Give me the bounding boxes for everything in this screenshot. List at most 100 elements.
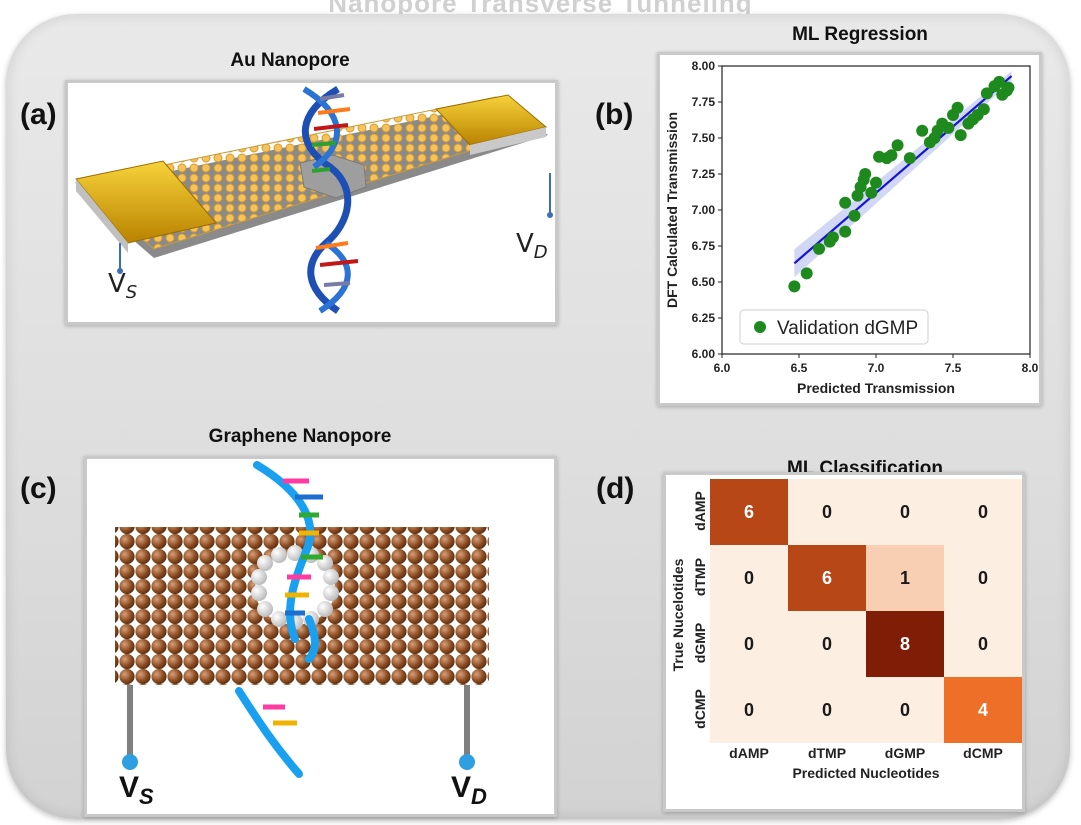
vs-label: VS — [119, 771, 154, 809]
left-electrode-side — [76, 179, 128, 253]
y-tick-label: 6.00 — [692, 347, 716, 361]
dna-strand-middle — [305, 615, 319, 663]
data-point — [839, 196, 852, 209]
x-category-label: dGMP — [884, 745, 926, 761]
base-pair — [319, 93, 345, 101]
matrix-cell: 6 — [788, 545, 866, 611]
x-axis-label: Predicted Nucleotides — [792, 765, 940, 781]
vs-lead — [127, 685, 133, 757]
panel-b-label: (b) — [595, 98, 634, 131]
y-tick-label: 7.25 — [692, 167, 716, 181]
matrix-cell: 8 — [866, 611, 944, 677]
y-category-label: dAMP — [692, 491, 708, 531]
x-category-label: dAMP — [729, 745, 769, 761]
base-pair — [315, 241, 349, 250]
right-electrode-side — [470, 127, 546, 155]
vs-label: VS — [108, 269, 138, 304]
vd-lead-dot — [547, 212, 553, 218]
y-axis-label: DFT Calculated Transmission — [664, 112, 680, 308]
data-point — [870, 176, 882, 189]
y-tick-label: 7.50 — [692, 131, 716, 145]
matrix-cell: 0 — [866, 479, 944, 545]
matrix-cell: 0 — [788, 611, 866, 677]
base-pair — [311, 141, 337, 147]
dna-strand-bottom — [318, 240, 351, 314]
data-point — [980, 87, 993, 100]
au-nanopore-illustration — [74, 85, 553, 314]
y-category-label: dCMP — [692, 689, 708, 729]
y-category-labels: dAMP dTMP dGMP dCMP — [690, 479, 710, 743]
panel-b-regression: 6.00 6.25 6.50 6.75 7.00 7.25 7.50 7.75 8.00 6.0… — [657, 52, 1042, 406]
panel-a-label: (a) — [20, 98, 57, 131]
data-point — [826, 231, 839, 244]
base-pair — [317, 107, 351, 115]
data-point — [788, 280, 801, 293]
x-tick-label: 7.5 — [945, 361, 962, 375]
data-point — [977, 103, 990, 116]
regression-line — [793, 75, 1013, 265]
y-tick-label: 6.75 — [692, 239, 716, 253]
base-pair — [323, 281, 351, 287]
panel-c-label: (c) — [20, 472, 57, 505]
matrix-cell: 6 — [710, 479, 788, 545]
panel-c-title: Graphene Nanopore — [208, 426, 392, 447]
matrix-cell: 0 — [944, 545, 1022, 611]
data-point — [813, 242, 826, 255]
vs-lead-dot — [122, 754, 138, 770]
x-axis-label: Predicted Transmission — [797, 380, 955, 396]
legend-text: Validation dGMP — [777, 318, 918, 339]
data-point — [859, 168, 872, 180]
matrix-cell: 0 — [788, 479, 866, 545]
data-point — [903, 152, 916, 165]
data-point — [993, 75, 1006, 88]
panel-a-au-nanopore: VS VD — [65, 80, 558, 325]
x-category-labels: dAMP dTMP dGMP dCMP — [710, 745, 1022, 765]
regression-chart: 6.00 6.25 6.50 6.75 7.00 7.25 7.50 7.75 8.00 6.0… — [664, 59, 1039, 396]
matrix-cell: 0 — [944, 611, 1022, 677]
y-axis-label: True Nucelotides — [670, 558, 686, 672]
vd-lead-dot — [459, 754, 475, 770]
matrix-cell: 0 — [788, 677, 866, 743]
x-tick-label: 8.0 — [1022, 361, 1039, 375]
matrix-cell: 0 — [710, 611, 788, 677]
matrix-cell: 0 — [710, 677, 788, 743]
banner-title: Nanopore Transverse Tunneling — [328, 0, 753, 18]
x-tick-label: 6.0 — [714, 361, 731, 375]
base-pair — [311, 167, 331, 173]
dna-strand-back — [301, 85, 352, 314]
vs-lead-dot — [117, 268, 123, 274]
matrix-cell: 4 — [944, 677, 1022, 743]
vd-lead — [464, 685, 470, 757]
vd-label: VD — [451, 771, 487, 809]
panel-d-label: (d) — [596, 472, 635, 505]
matrix-cell: 0 — [944, 479, 1022, 545]
data-point — [848, 209, 861, 222]
x-category-label: dTMP — [807, 745, 847, 761]
matrix-cell: 0 — [710, 545, 788, 611]
vd-label: VD — [516, 229, 548, 264]
y-tick-label: 6.50 — [692, 275, 716, 289]
data-point — [942, 121, 955, 134]
data-point — [865, 186, 878, 199]
panel-c-graphene-nanopore: VS VD — [84, 456, 557, 817]
base-pair — [313, 123, 349, 131]
data-point — [839, 225, 852, 238]
data-point — [885, 149, 898, 162]
data-point — [800, 267, 813, 280]
data-point — [891, 139, 904, 152]
y-tick-label: 7.00 — [692, 203, 716, 217]
y-category-label: dTMP — [692, 557, 708, 597]
matrix-cell: 0 — [866, 677, 944, 743]
data-point — [1002, 81, 1015, 94]
x-category-label: dCMP — [963, 745, 1003, 761]
base-pair — [319, 259, 359, 267]
panel-a-title: Au Nanopore — [230, 50, 350, 71]
y-tick-label: 8.00 — [692, 59, 716, 73]
dna-strand-bottom — [235, 687, 303, 778]
y-tick-label: 7.75 — [692, 95, 716, 109]
graphene-nanopore-illustration — [115, 461, 489, 778]
data-point — [916, 124, 929, 137]
